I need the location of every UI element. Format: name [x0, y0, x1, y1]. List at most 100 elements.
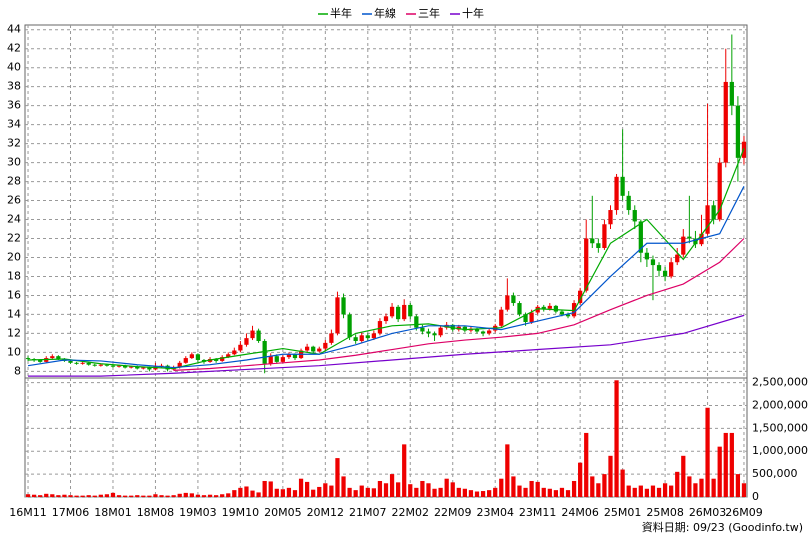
- volume-bar: [644, 488, 650, 497]
- volume-bar: [499, 478, 504, 497]
- candle-body: [147, 367, 152, 370]
- y-tick-label: 14: [7, 307, 21, 320]
- volume-bar: [220, 494, 225, 497]
- candle-body: [462, 326, 467, 331]
- volume-bar: [92, 495, 97, 497]
- candle-body: [578, 290, 583, 304]
- candle-body: [347, 314, 352, 338]
- volume-bar: [56, 495, 61, 497]
- volume-bar: [705, 407, 710, 497]
- candle-body: [98, 364, 103, 366]
- candle-body: [305, 346, 310, 351]
- volume-bar: [86, 495, 91, 497]
- volume-bar: [614, 380, 619, 497]
- volume-bar: [711, 478, 716, 497]
- volume-bar: [44, 493, 49, 497]
- volume-bar: [311, 489, 316, 497]
- volume-bar: [232, 490, 237, 497]
- candle-body: [68, 360, 73, 363]
- volume-bar: [353, 490, 358, 497]
- y-tick-label: 30: [7, 156, 21, 169]
- candle-body: [547, 305, 552, 309]
- candle-body: [505, 295, 510, 310]
- candle-body: [329, 333, 334, 343]
- volume-bar: [626, 485, 631, 497]
- candle-body: [110, 365, 116, 367]
- candle-body: [523, 314, 528, 323]
- candle-body: [711, 205, 716, 220]
- y-tick-label: 38: [7, 80, 21, 93]
- legend-label: 半年: [330, 6, 352, 20]
- volume-bar: [681, 455, 686, 497]
- volume-bar: [529, 480, 534, 497]
- x-tick-label: 22M09: [434, 506, 472, 519]
- volume-bar: [305, 481, 310, 497]
- volume-bar: [213, 495, 219, 497]
- volume-bar: [280, 489, 285, 497]
- legend: 半年 年線 三年 十年: [318, 6, 484, 20]
- y-tick-label: 10: [7, 345, 21, 358]
- candle-body: [213, 359, 219, 361]
- candle-body: [638, 221, 643, 253]
- candle-body: [675, 254, 680, 263]
- volume-bar: [341, 476, 346, 497]
- x-tick-label: 23M04: [476, 506, 514, 519]
- candle-body: [104, 364, 110, 366]
- candle-body: [396, 306, 401, 320]
- volume-bar: [25, 494, 31, 497]
- candle-body: [723, 81, 728, 163]
- volume-bar: [298, 478, 304, 497]
- candle-body: [365, 335, 370, 339]
- candle-body: [535, 306, 540, 313]
- candle-body: [414, 316, 419, 328]
- candle-body: [38, 359, 43, 362]
- legend-label: 十年: [462, 6, 484, 20]
- candle-body: [195, 354, 201, 360]
- y-tick-label: 20: [7, 250, 21, 263]
- volume-bar: [110, 492, 116, 497]
- candle-body: [650, 259, 656, 266]
- y-tick-label: 32: [7, 137, 21, 150]
- candle-body: [596, 243, 601, 248]
- candle-body: [656, 265, 662, 271]
- candle-body: [620, 176, 625, 196]
- candle-body: [614, 176, 619, 211]
- candle-body: [529, 312, 534, 323]
- volume-tick-label: 2,000,000: [752, 398, 808, 411]
- candle-body: [584, 238, 589, 291]
- volume-bar: [602, 474, 607, 497]
- candle-body: [517, 303, 522, 315]
- volume-bar: [80, 495, 85, 497]
- candle-body: [280, 357, 285, 362]
- volume-bar: [632, 487, 637, 497]
- candle-body: [705, 205, 710, 234]
- price-frame: [24, 24, 748, 379]
- volume-bar: [420, 480, 425, 497]
- candle-body: [426, 331, 431, 334]
- source-note: 資料日期: 09/23 (Goodinfo.tw): [642, 520, 803, 534]
- ma-line: [27, 186, 745, 369]
- candle-body: [359, 335, 364, 341]
- volume-tick-label: 500,000: [752, 467, 798, 480]
- volume-tick-label: 1,500,000: [752, 421, 808, 434]
- volume-bar: [608, 455, 613, 497]
- volume-bar: [402, 444, 407, 497]
- volume-bar: [474, 491, 480, 497]
- candle-body: [402, 304, 407, 320]
- candle-body: [311, 346, 316, 352]
- volume-bar: [323, 483, 328, 497]
- volume-tick-label: 1,000,000: [752, 444, 808, 457]
- y-tick-label: 18: [7, 269, 21, 282]
- candle-body: [717, 162, 722, 220]
- candle-body: [274, 356, 279, 362]
- volume-bar: [487, 490, 492, 497]
- candle-body: [371, 333, 376, 339]
- candle-body: [317, 348, 322, 352]
- candle-body: [626, 195, 631, 211]
- y-tick-label: 16: [7, 288, 21, 301]
- candle-body: [474, 328, 480, 332]
- candle-body: [632, 210, 637, 222]
- candle-body: [432, 333, 437, 336]
- y-tick-label: 8: [14, 364, 21, 377]
